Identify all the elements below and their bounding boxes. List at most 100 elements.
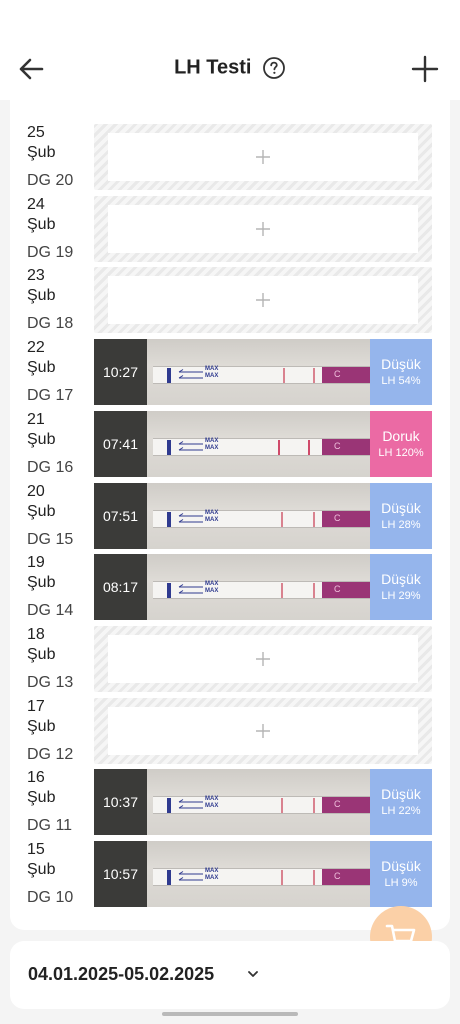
test-strip-photo: MAX MAX C — [147, 554, 370, 621]
max-arrows-icon — [178, 512, 203, 522]
max-label-top: MAX — [205, 796, 219, 803]
month-label: Şub — [27, 359, 56, 377]
day-row: 23 Şub DG 18 — [10, 267, 450, 334]
page-title: LH Testi — [174, 56, 252, 79]
cycle-day-label: DG 15 — [27, 530, 74, 548]
cycle-day-label: DG 19 — [27, 243, 74, 261]
add-test-slot[interactable] — [94, 195, 432, 262]
test-time: 07:41 — [94, 410, 147, 477]
test-time: 10:37 — [94, 769, 147, 836]
day-number: 23 — [27, 267, 45, 285]
max-label: MAX MAX — [205, 868, 218, 882]
empty-slot-inner — [108, 706, 418, 755]
control-line — [313, 583, 315, 599]
day-row: 16 Şub DG 11 10:37 MAX MAX C Düşük LH 22% — [10, 769, 450, 836]
cycle-day-label: DG 16 — [27, 458, 74, 476]
max-arrows-icon — [178, 440, 203, 451]
max-label-bottom: MAX — [205, 373, 219, 380]
arrow-left-icon[interactable] — [14, 52, 48, 86]
day-row: 20 Şub DG 15 07:51 MAX MAX C Düşük LH 28% — [10, 482, 450, 549]
empty-slot-inner — [108, 634, 418, 683]
question-circle-icon[interactable] — [262, 56, 286, 80]
day-number: 16 — [27, 769, 45, 787]
day-label: 25 Şub DG 20 — [27, 123, 97, 189]
cycle-day-label: DG 18 — [27, 315, 74, 333]
control-line — [313, 368, 315, 384]
cycle-day-label: DG 14 — [27, 602, 74, 620]
max-label-top: MAX — [205, 868, 219, 874]
test-line — [278, 439, 280, 455]
cycle-day-label: DG 17 — [27, 387, 74, 405]
test-time: 10:57 — [94, 841, 147, 907]
control-line — [313, 870, 315, 885]
day-row: 25 Şub DG 20 — [10, 124, 450, 190]
control-window: C — [322, 869, 370, 885]
test-result-card[interactable]: 10:57 MAX MAX C Düşük LH 9% — [94, 841, 432, 907]
max-label-top: MAX — [205, 581, 219, 588]
day-label: 21 Şub DG 16 — [27, 410, 97, 476]
test-result-card[interactable]: 08:17 MAX MAX C Düşük LH 29% — [94, 554, 432, 621]
day-label: 24 Şub DG 19 — [27, 195, 97, 261]
lh-percentage: LH 54% — [381, 375, 421, 388]
control-line — [308, 439, 310, 455]
test-strip: MAX MAX C — [153, 437, 370, 456]
add-test-slot[interactable] — [94, 124, 432, 190]
add-test-slot[interactable] — [94, 267, 432, 334]
add-test-slot[interactable] — [94, 697, 432, 764]
result-level: Düşük — [381, 499, 421, 516]
test-time: 07:51 — [94, 482, 147, 549]
test-strip-photo: MAX MAX C — [147, 841, 370, 907]
month-label: Şub — [27, 215, 56, 233]
add-test-slot[interactable] — [94, 625, 432, 692]
title-wrap: LH Testi — [0, 56, 460, 80]
test-list[interactable]: 25 Şub DG 20 24 Şub DG 19 23 Şub DG 18 22 Şub DG 17… — [10, 100, 450, 930]
month-label: Şub — [27, 645, 56, 663]
result-level: Doruk — [382, 427, 420, 444]
day-row: 21 Şub DG 16 07:41 MAX MAX C Doruk LH 120% — [10, 410, 450, 477]
day-number: 24 — [27, 195, 45, 213]
month-label: Şub — [27, 574, 56, 592]
test-line — [283, 368, 285, 384]
test-result-card[interactable]: 07:51 MAX MAX C Düşük LH 28% — [94, 482, 432, 549]
month-label: Şub — [27, 717, 56, 735]
month-label: Şub — [27, 144, 56, 161]
control-label: C — [334, 799, 341, 810]
test-strip: MAX MAX C — [153, 868, 370, 886]
day-number: 17 — [27, 697, 45, 715]
test-result-card[interactable]: 10:27 MAX MAX C Düşük LH 54% — [94, 339, 432, 406]
cycle-day-label: DG 20 — [27, 172, 74, 189]
test-time: 10:27 — [94, 339, 147, 406]
result-level: Düşük — [381, 786, 421, 803]
lh-percentage: LH 120% — [378, 446, 424, 459]
day-number: 18 — [27, 625, 45, 643]
test-result-card[interactable]: 10:37 MAX MAX C Düşük LH 22% — [94, 769, 432, 836]
strip-handle — [167, 511, 171, 527]
control-label: C — [334, 440, 341, 451]
day-label: 18 Şub DG 13 — [27, 625, 97, 691]
empty-slot-inner — [108, 133, 418, 181]
test-line — [281, 511, 283, 527]
add-test-button[interactable] — [410, 54, 440, 84]
date-range-selector[interactable]: 04.01.2025-05.02.2025 — [10, 941, 450, 1009]
app-header: LH Testi — [0, 0, 460, 100]
max-label: MAX MAX — [205, 581, 218, 595]
max-arrows-icon — [178, 369, 203, 379]
plus-icon — [256, 293, 270, 308]
test-result-card[interactable]: 07:41 MAX MAX C Doruk LH 120% — [94, 410, 432, 477]
control-label: C — [334, 871, 341, 881]
strip-handle — [167, 583, 171, 599]
result-badge: Düşük LH 28% — [370, 482, 432, 549]
test-strip: MAX MAX C — [153, 581, 370, 600]
test-line — [281, 870, 283, 885]
test-strip-photo: MAX MAX C — [147, 769, 370, 836]
day-label: 22 Şub DG 17 — [27, 338, 97, 404]
result-badge: Düşük LH 9% — [370, 841, 432, 907]
max-label-top: MAX — [205, 437, 219, 444]
day-label: 19 Şub DG 14 — [27, 553, 97, 619]
max-arrows-icon — [178, 871, 203, 881]
day-number: 19 — [27, 554, 45, 572]
result-badge: Düşük LH 22% — [370, 769, 432, 836]
result-badge: Doruk LH 120% — [370, 410, 432, 477]
control-label: C — [334, 512, 341, 523]
day-label: 20 Şub DG 15 — [27, 482, 97, 548]
